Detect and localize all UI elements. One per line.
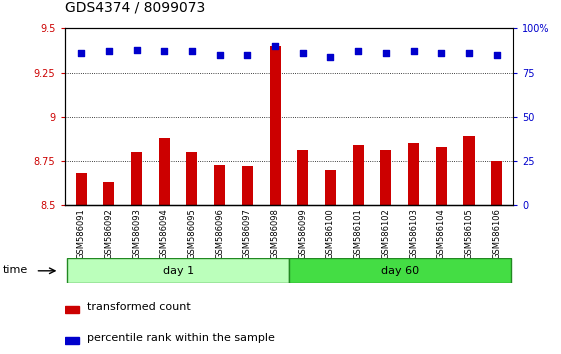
Text: GSM586102: GSM586102 <box>381 209 390 259</box>
Text: GSM586104: GSM586104 <box>437 209 446 259</box>
Text: day 60: day 60 <box>381 266 419 276</box>
Text: transformed count: transformed count <box>87 302 191 312</box>
Text: GSM586092: GSM586092 <box>104 209 113 259</box>
Text: GSM586100: GSM586100 <box>326 209 335 259</box>
Bar <box>242 166 253 354</box>
Text: GSM586101: GSM586101 <box>353 209 362 259</box>
Bar <box>131 152 142 354</box>
Text: GSM586098: GSM586098 <box>270 209 279 259</box>
Bar <box>67 258 289 283</box>
Text: GSM586091: GSM586091 <box>77 209 86 259</box>
Point <box>187 48 196 54</box>
Text: GSM586096: GSM586096 <box>215 209 224 259</box>
Bar <box>214 165 225 354</box>
Point <box>465 50 473 56</box>
Bar <box>269 46 280 354</box>
Bar <box>353 145 364 354</box>
Point <box>215 52 224 58</box>
Point <box>77 50 86 56</box>
Point <box>437 50 446 56</box>
Text: GSM586094: GSM586094 <box>160 209 169 259</box>
Point <box>132 47 141 52</box>
Bar <box>491 161 502 354</box>
Bar <box>159 138 170 354</box>
Bar <box>463 136 475 354</box>
Point <box>409 48 418 54</box>
Text: GSM586103: GSM586103 <box>409 209 418 259</box>
Text: GSM586105: GSM586105 <box>465 209 473 259</box>
Text: day 1: day 1 <box>163 266 194 276</box>
Bar <box>436 147 447 354</box>
Bar <box>380 150 392 354</box>
Bar <box>65 306 79 313</box>
Point <box>160 48 169 54</box>
Text: time: time <box>3 264 29 275</box>
Bar <box>408 143 419 354</box>
Point <box>298 50 307 56</box>
Point <box>381 50 390 56</box>
Text: GSM586097: GSM586097 <box>243 209 252 259</box>
Text: GDS4374 / 8099073: GDS4374 / 8099073 <box>65 0 205 14</box>
Point <box>104 48 113 54</box>
Text: GSM586095: GSM586095 <box>187 209 196 259</box>
Point <box>243 52 252 58</box>
Point <box>326 54 335 59</box>
Point <box>270 43 279 49</box>
Bar <box>65 337 79 344</box>
Text: GSM586093: GSM586093 <box>132 209 141 259</box>
Bar <box>76 173 87 354</box>
Point <box>353 48 362 54</box>
Bar <box>103 182 114 354</box>
Text: GSM586106: GSM586106 <box>492 209 501 259</box>
Bar <box>325 170 336 354</box>
Text: GSM586099: GSM586099 <box>298 209 307 259</box>
Bar <box>289 258 511 283</box>
Bar <box>186 152 197 354</box>
Bar <box>297 150 309 354</box>
Text: percentile rank within the sample: percentile rank within the sample <box>87 333 275 343</box>
Point <box>492 52 501 58</box>
